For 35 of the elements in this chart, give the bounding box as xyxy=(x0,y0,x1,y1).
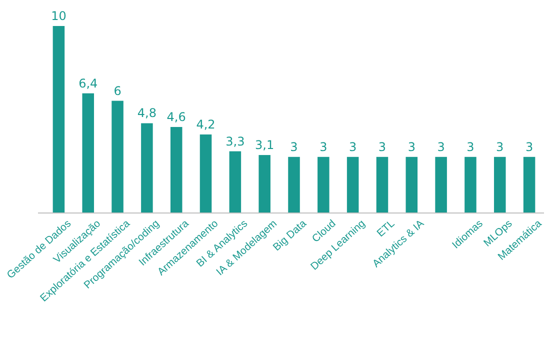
data-label: 3,3 xyxy=(226,134,245,148)
data-label: 3 xyxy=(496,140,504,154)
bar xyxy=(229,151,242,213)
bar xyxy=(258,155,270,213)
bar xyxy=(112,100,124,213)
data-label: 3 xyxy=(525,140,534,154)
data-label: 3 xyxy=(320,140,328,154)
data-label: 3 xyxy=(408,140,416,154)
data-label: 3 xyxy=(290,140,298,154)
data-label: 3 xyxy=(349,140,357,154)
data-label: 4,8 xyxy=(137,106,156,120)
data-label: 6,4 xyxy=(78,76,98,90)
bar xyxy=(200,134,212,213)
bar xyxy=(406,156,418,213)
bar xyxy=(494,156,506,213)
bar xyxy=(170,126,182,213)
bar xyxy=(141,123,153,213)
bar xyxy=(464,156,476,213)
data-label: 6 xyxy=(114,84,122,98)
x-tick-label: ETL xyxy=(374,218,398,240)
bar xyxy=(52,26,65,213)
data-label: 4,2 xyxy=(196,117,216,132)
bar xyxy=(376,156,388,213)
bar xyxy=(346,156,359,213)
data-label: 3 xyxy=(437,140,445,154)
data-label: 10 xyxy=(51,9,66,23)
data-label: 3 xyxy=(378,140,386,154)
bar xyxy=(82,93,94,213)
bar xyxy=(435,156,447,213)
data-label: 3 xyxy=(466,140,474,154)
data-label: 3,1 xyxy=(255,138,274,152)
data-label: 4,6 xyxy=(166,110,186,124)
bar xyxy=(523,156,536,213)
bar xyxy=(288,156,300,213)
bar xyxy=(318,156,330,213)
